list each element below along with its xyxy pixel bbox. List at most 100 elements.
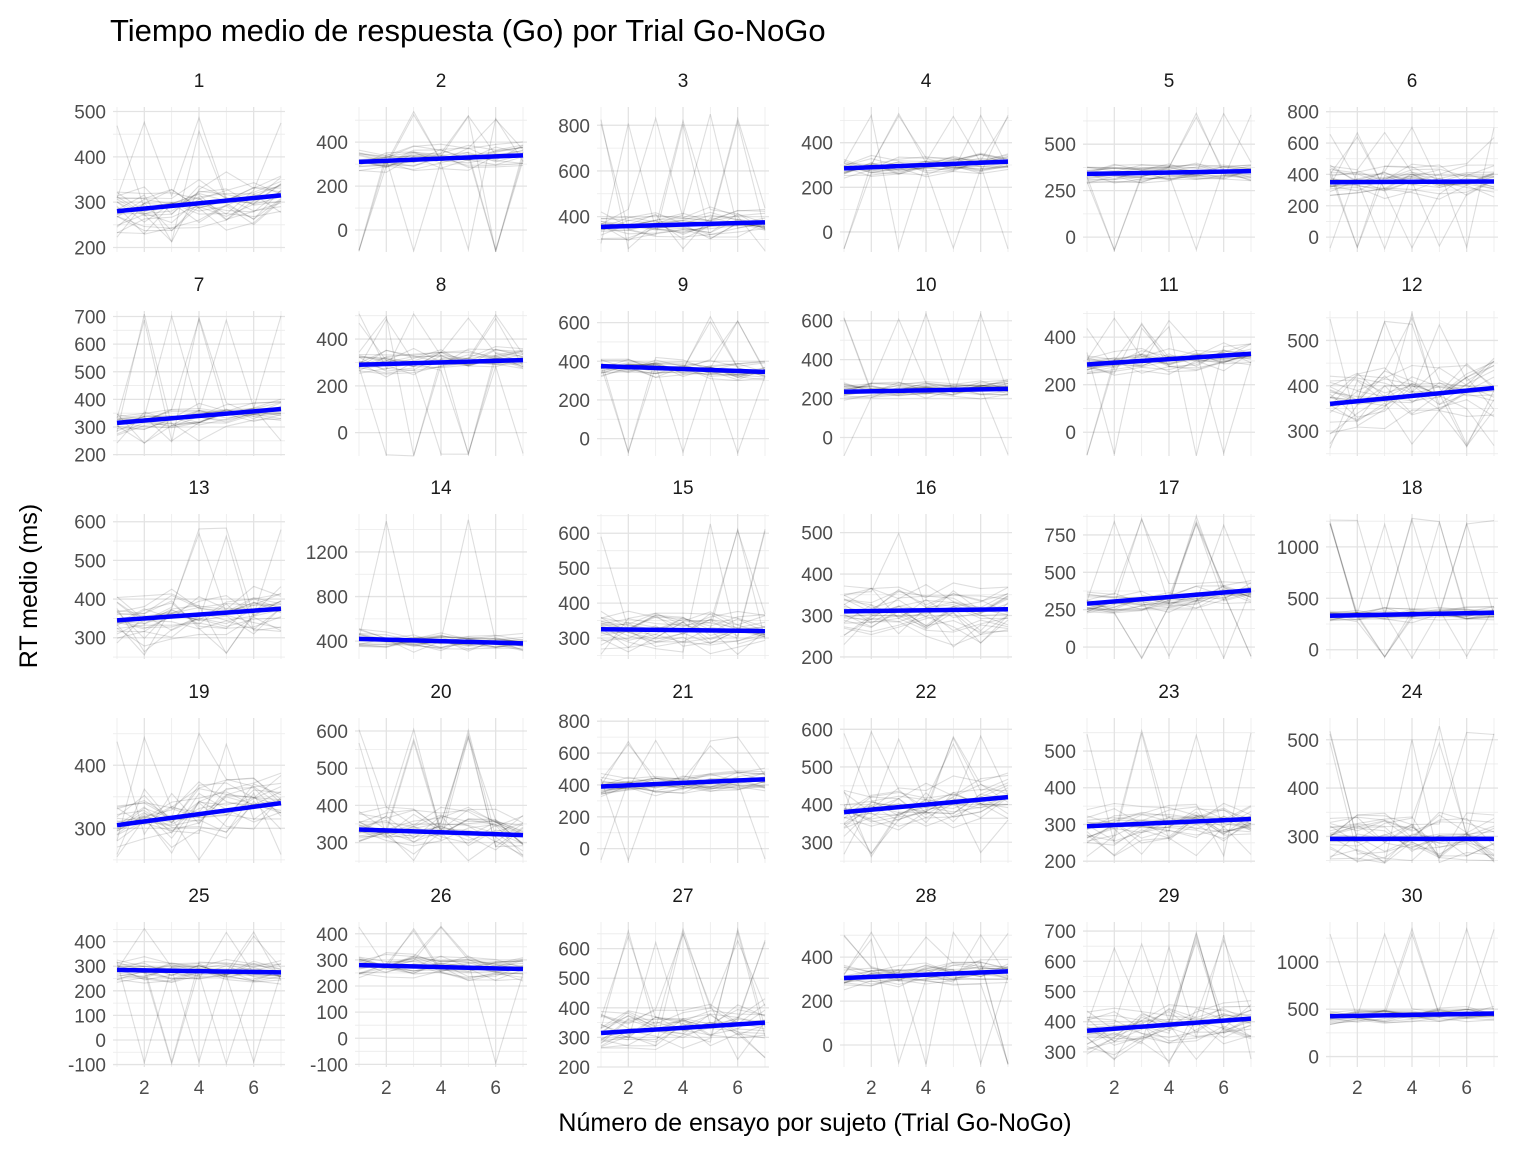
x-tick-label: 6 [1461,1078,1472,1099]
subject-trajectory-line [843,114,1009,168]
subject-trajectory-line [600,123,766,244]
y-tick-label: 200 [74,238,106,259]
subject-trajectory-line [843,590,1009,614]
subject-trajectory-line [1329,357,1495,408]
subject-trajectory-line [843,380,1009,392]
y-tick-label: 400 [558,594,590,615]
y-tick-label: 400 [74,390,106,411]
x-tick-label: 2 [866,1078,877,1099]
subject-trajectory-line [116,616,282,647]
x-tick-label: 2 [1109,1078,1120,1099]
x-tick-label: 4 [1407,1078,1418,1099]
facet-panel-3: 3 400 600 800 [558,71,769,252]
subject-trajectory-line [1086,353,1252,368]
subject-trajectory-line [600,942,766,1037]
panel-strip-label: 26 [430,886,451,907]
subject-trajectory-line [843,386,1009,457]
trend-line [358,357,524,368]
subject-trajectory-line [358,314,524,457]
subject-trajectory-line [1086,588,1252,660]
subject-trajectory-line [358,145,524,159]
y-tick-label: 300 [1287,827,1319,848]
y-tick-label: 800 [558,712,590,733]
y-tick-label: 500 [801,758,833,779]
panel-strip-label: 30 [1401,886,1422,907]
subject-trajectory-line [1329,361,1495,399]
subject-trajectory-line [358,312,524,371]
subject-trajectory-line [358,144,524,251]
subject-trajectory-line [843,736,1009,813]
subject-trajectory-line [843,795,1009,829]
y-tick-label: 0 [1065,423,1076,444]
panel-strip-label: 13 [188,478,209,499]
subject-trajectory-line [116,775,282,825]
subject-trajectory-line [600,940,766,1029]
subject-trajectory-line [116,797,282,848]
subject-trajectory-line [843,618,1009,646]
subject-trajectory-line [843,733,1009,823]
subject-trajectory-line [843,602,1009,636]
trend-line [600,220,766,230]
subject-trajectory-line [1086,939,1252,1042]
subject-trajectory-line [600,939,766,1035]
subject-trajectory-line [1329,833,1495,863]
subject-trajectory-line [358,814,524,843]
subject-trajectory-line [600,531,766,639]
panel-strip-label: 17 [1158,478,1179,499]
y-tick-label: 400 [1287,779,1319,800]
subject-trajectory-line [358,151,524,163]
subject-trajectory-line [116,531,282,622]
y-tick-label: 300 [801,607,833,628]
subject-trajectory-line [1086,930,1252,1035]
facet-panel-20: 20 300 400 500 600 [316,682,527,863]
subject-trajectory-line [1086,114,1252,181]
subject-trajectory-line [600,928,766,1036]
subject-trajectory-line [1086,1004,1252,1022]
x-tick-label: 4 [678,1078,689,1099]
subject-trajectory-line [843,774,1009,800]
subject-trajectory-line [1086,352,1252,376]
subject-trajectory-line [843,803,1009,820]
subject-trajectory-line [843,796,1009,854]
subject-trajectory-line [843,968,1009,984]
facet-panel-18: 18 0 500 1000 [1277,478,1498,662]
y-tick-label: 200 [1287,197,1319,218]
subject-trajectory-line [843,938,1009,1065]
subject-trajectory-line [1086,1010,1252,1034]
subject-trajectory-line [116,199,282,235]
trend-line [358,827,524,838]
y-tick-label: 0 [1308,228,1319,249]
subject-trajectory-line [1329,616,1495,658]
panel-strip-label: 8 [436,275,447,296]
subject-trajectory-line [116,777,282,826]
facet-panel-14: 14 400 800 1200 [306,478,527,659]
y-tick-label: 600 [801,312,833,333]
subject-trajectory-line [1086,1004,1252,1043]
trend-line [358,962,524,972]
subject-trajectory-line [1086,734,1252,845]
panel-strip-label: 9 [678,275,689,296]
x-tick-label: 2 [381,1078,392,1099]
subject-trajectory-line [1329,835,1495,862]
subject-trajectory-line [116,796,282,822]
subject-trajectory-line [1329,1010,1495,1018]
panel-strip-label: 10 [915,275,936,296]
subject-trajectory-line [843,612,1009,645]
subject-trajectory-line [1086,348,1252,361]
y-tick-label: 1000 [1277,953,1319,974]
subject-trajectory-line [116,964,282,1064]
subject-trajectory-line [116,813,281,835]
trend-line [1329,610,1495,619]
subject-trajectory-line [116,732,282,819]
panel-strip-label: 27 [672,886,693,907]
subject-trajectory-line [116,789,282,855]
trend-line [116,800,282,828]
subject-trajectory-line [358,146,524,165]
subject-trajectory-line [600,529,766,639]
subject-trajectory-line [843,961,1009,980]
subject-trajectory-line [358,815,524,846]
subject-trajectory-line [600,1016,766,1036]
subject-trajectory-line [1086,811,1252,838]
subject-trajectory-line [1086,808,1252,830]
subject-trajectory-line [358,113,524,251]
